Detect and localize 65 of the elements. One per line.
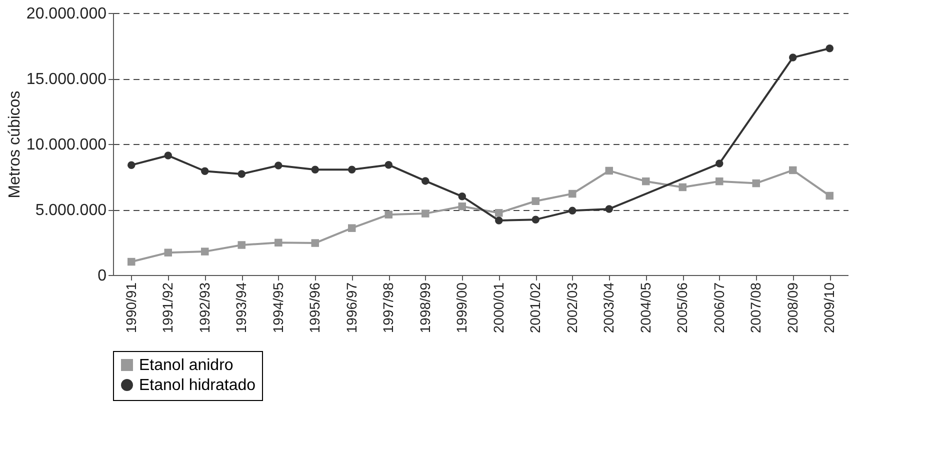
- x-tick-label: 1996/97: [343, 282, 360, 334]
- point: [164, 152, 172, 160]
- y-tick-label: 10.000.000: [26, 136, 107, 154]
- x-tick-label: 1997/98: [380, 282, 396, 334]
- point: [384, 160, 392, 169]
- x-tick-label: 2000/01: [490, 282, 506, 334]
- point: [532, 197, 540, 205]
- point: [422, 177, 430, 185]
- point: [128, 258, 136, 266]
- point: [568, 206, 576, 215]
- point: [128, 161, 136, 169]
- point: [238, 170, 246, 178]
- x-tick-label: 2003/04: [600, 282, 617, 334]
- x-tick-label: 2005/06: [674, 282, 690, 334]
- point: [201, 167, 209, 175]
- x-tick-label: 2009/10: [821, 282, 838, 334]
- x-tick-label: 1991/92: [160, 282, 176, 334]
- point: [678, 183, 686, 192]
- point: [201, 248, 209, 256]
- point: [605, 166, 613, 175]
- point: [458, 192, 466, 200]
- point: [568, 190, 576, 198]
- point: [495, 209, 503, 217]
- x-tick-label: 1992/93: [196, 282, 212, 334]
- x-tick-label: 2001/02: [527, 282, 544, 334]
- point: [348, 166, 356, 174]
- x-tick-label: 2008/09: [784, 282, 800, 334]
- point: [532, 216, 540, 224]
- point: [826, 192, 834, 200]
- point: [716, 160, 724, 168]
- x-tick-label: 1990/91: [122, 282, 139, 334]
- point: [238, 241, 246, 249]
- point: [605, 205, 613, 213]
- point: [642, 177, 650, 186]
- point: [789, 166, 797, 174]
- y-tick-label: 0: [98, 268, 107, 284]
- x-tick-label: 1999/00: [454, 282, 470, 334]
- y-axis-title: Metros cúbicos: [6, 90, 24, 198]
- x-tick-label: 1998/99: [416, 282, 433, 334]
- legend-label: Etanol hidratado: [139, 377, 256, 394]
- point: [274, 238, 282, 247]
- point: [274, 162, 282, 170]
- x-tick-label: 2002/03: [564, 282, 580, 334]
- point: [716, 177, 724, 186]
- point: [789, 54, 797, 62]
- x-tick-label: 2006/07: [710, 282, 727, 334]
- point: [164, 248, 172, 256]
- x-tick-label: 1993/94: [233, 282, 250, 334]
- point: [826, 44, 834, 52]
- y-tick-label: 5.000.000: [35, 202, 107, 219]
- point: [348, 224, 356, 232]
- legend-label: Etanol anidro: [139, 357, 234, 374]
- point: [752, 179, 760, 188]
- point: [384, 210, 392, 218]
- x-tick-label: 1994/95: [270, 282, 286, 334]
- point: [495, 216, 503, 224]
- y-tick-label: 20.000.000: [26, 6, 107, 22]
- point: [458, 202, 466, 210]
- y-tick-label: 15.000.000: [26, 71, 107, 88]
- point: [311, 166, 319, 174]
- point: [422, 210, 430, 218]
- x-tick-label: 2004/05: [637, 282, 654, 334]
- x-tick-label: 1995/96: [306, 282, 323, 334]
- point: [311, 239, 319, 247]
- x-tick-label: 2007/08: [748, 282, 764, 334]
